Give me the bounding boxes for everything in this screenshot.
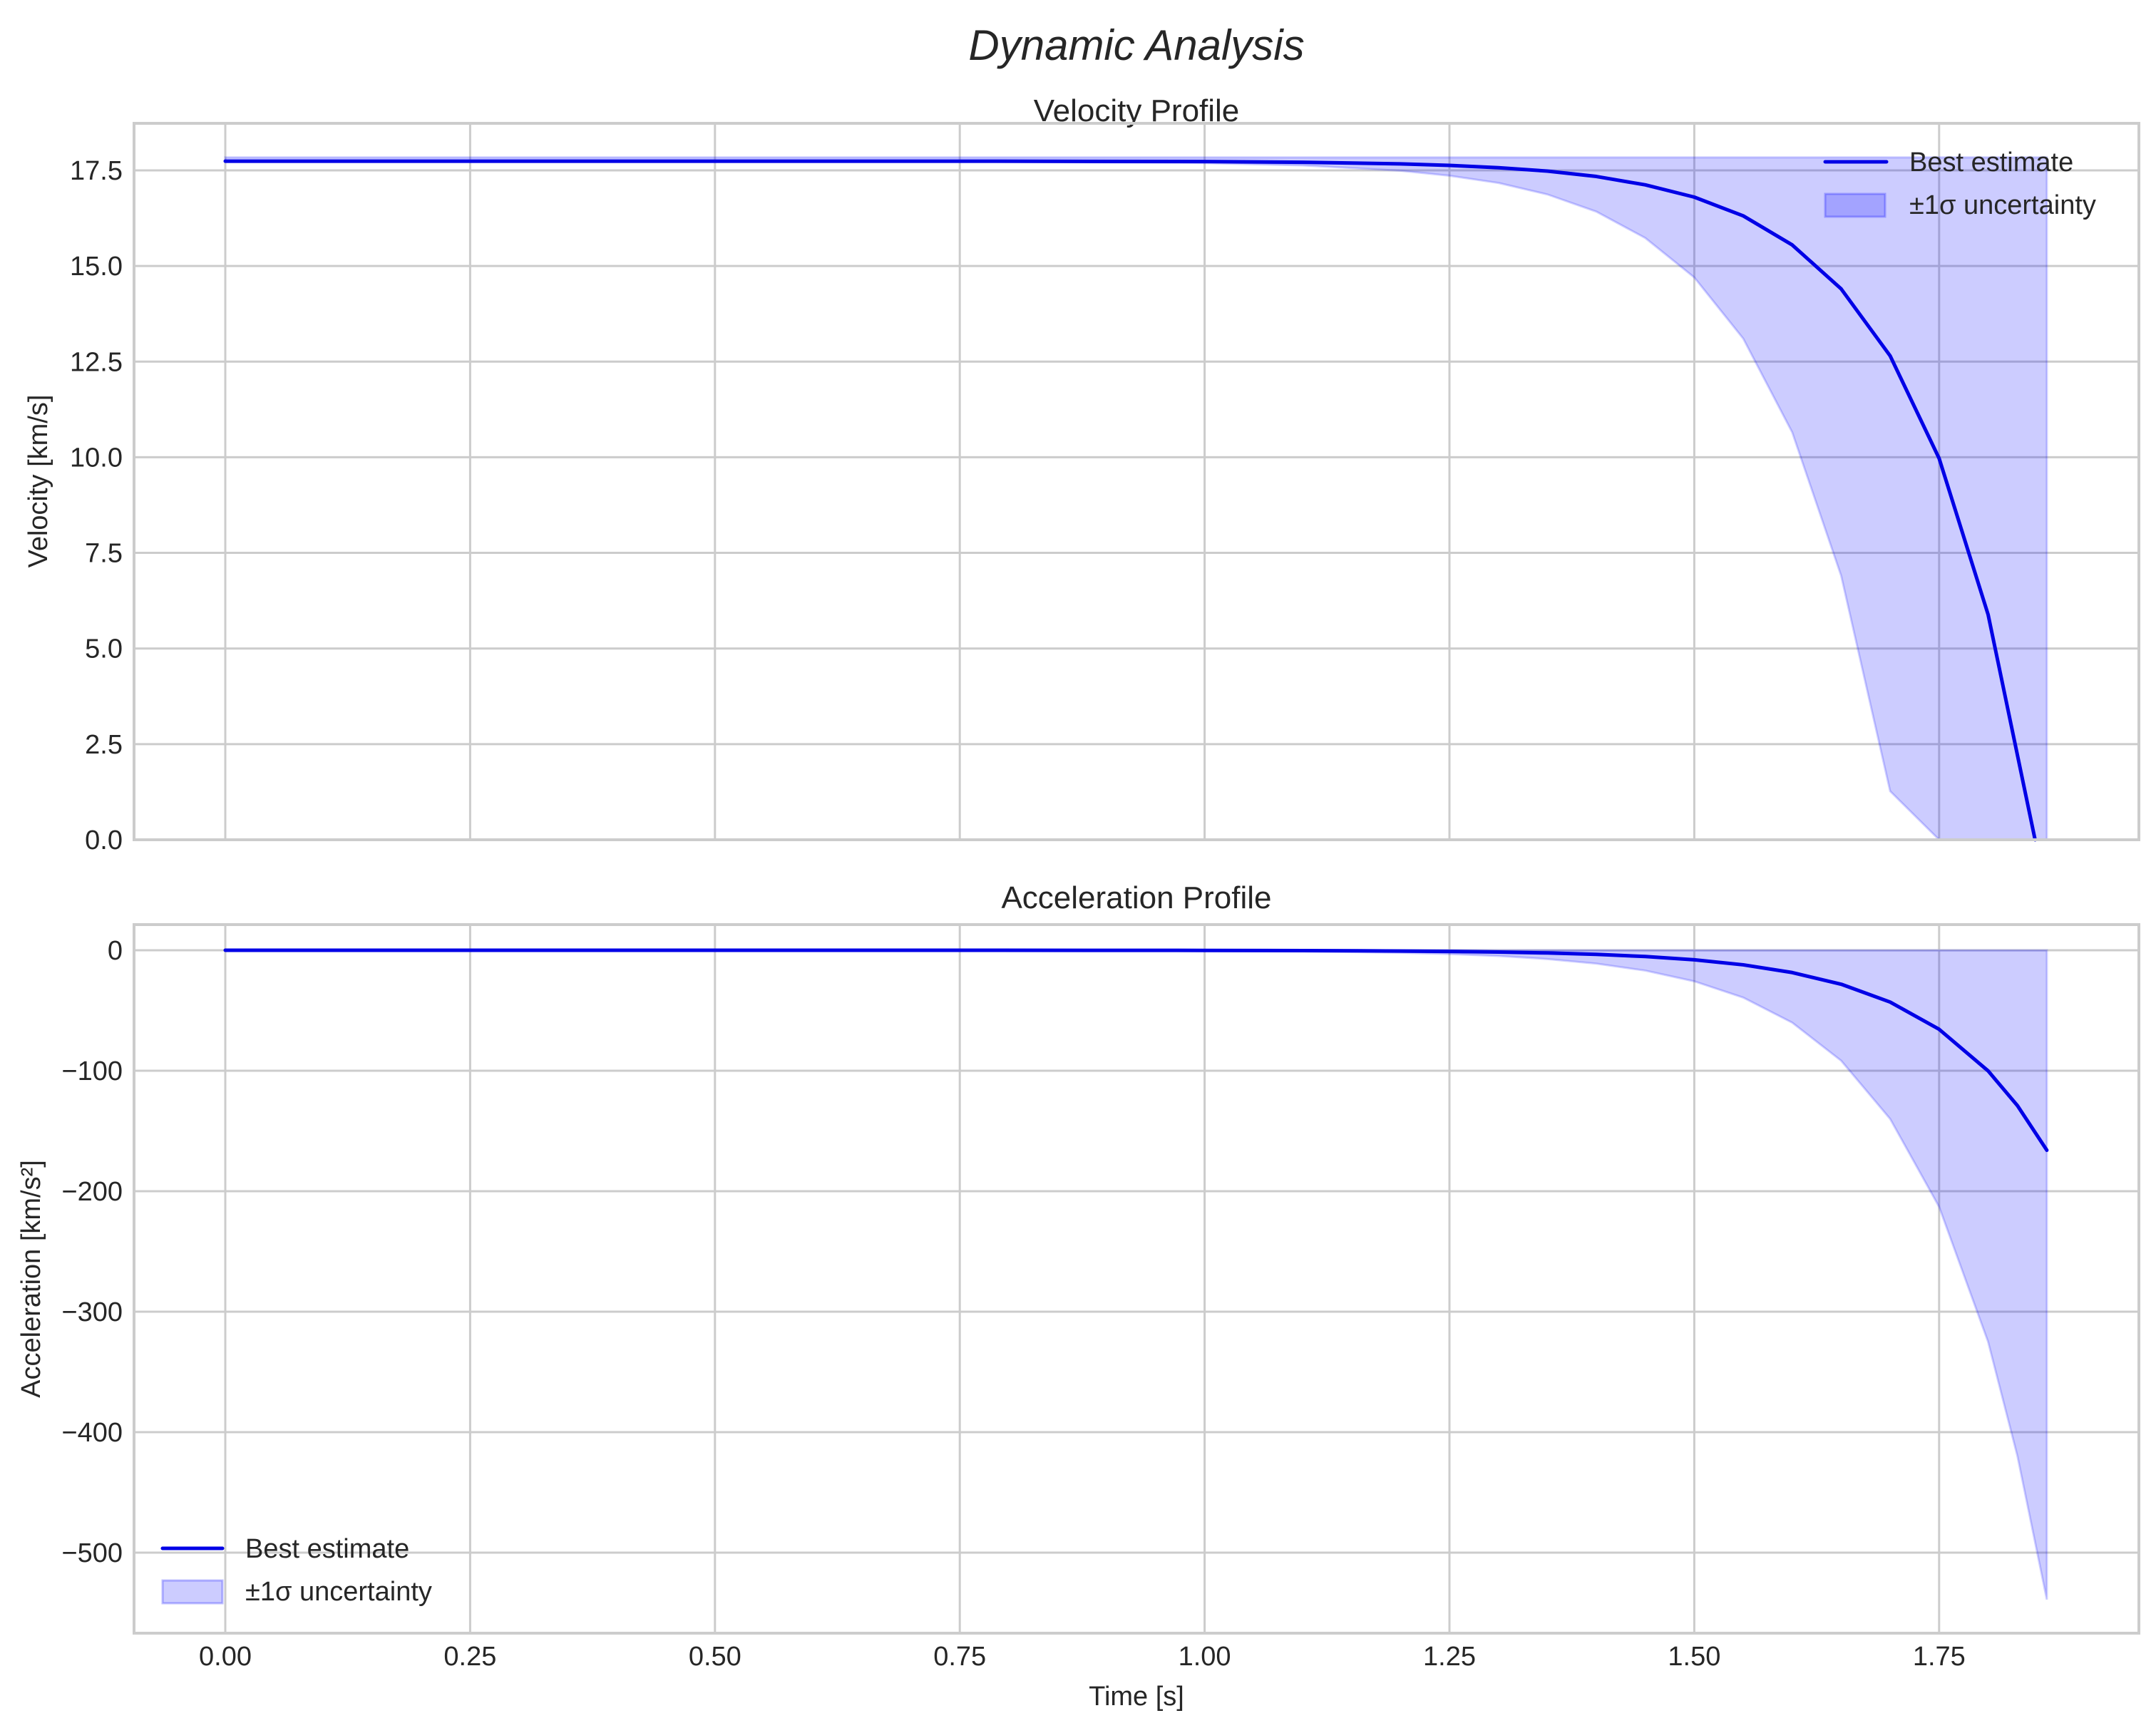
time-xtick-labels: 0.00 0.25 0.50 0.75 1.00 1.25 1.50 1.75 <box>199 1642 1966 1672</box>
acceleration-legend: Best estimate ±1σ uncertainty <box>160 1534 432 1607</box>
legend-fill-swatch-icon <box>161 1579 224 1605</box>
velocity-legend-best-estimate: Best estimate <box>1909 148 2073 178</box>
xtick-label: 1.75 <box>1913 1642 1966 1672</box>
ytick-label: 12.5 <box>70 347 123 377</box>
velocity-best-estimate-line <box>223 159 2037 842</box>
ytick-label: 15.0 <box>70 252 123 282</box>
ytick-label: 2.5 <box>85 730 123 760</box>
xtick-label: 1.50 <box>1668 1642 1720 1672</box>
acceleration-legend-uncertainty: ±1σ uncertainty <box>245 1577 432 1607</box>
xtick-label: 0.50 <box>689 1642 741 1672</box>
xtick-label: 0.00 <box>199 1642 252 1672</box>
acceleration-axes-frame <box>133 923 2140 1635</box>
ytick-label: −100 <box>61 1056 123 1086</box>
velocity-gridlines <box>134 123 2139 841</box>
velocity-legend: Best estimate ±1σ uncertainty <box>1823 148 2096 220</box>
legend-fill-swatch-icon <box>1824 192 1886 218</box>
xtick-label: 0.25 <box>443 1642 496 1672</box>
ytick-label: −300 <box>61 1297 123 1327</box>
velocity-legend-uncertainty: ±1σ uncertainty <box>1909 190 2096 220</box>
ytick-label: 0 <box>108 936 123 966</box>
acceleration-ytick-labels: 0 −100 −200 −300 −400 −500 <box>61 936 123 1568</box>
figure-title: Dynamic Analysis <box>968 21 1304 69</box>
ytick-label: −500 <box>61 1538 123 1568</box>
ytick-label: 7.5 <box>85 539 123 569</box>
acceleration-gridlines <box>134 925 2139 1633</box>
ytick-label: 17.5 <box>70 156 123 186</box>
acceleration-axes: Acceleration Profile 0 −100 −200 −300 −400 −5… <box>16 880 2140 1712</box>
acceleration-data <box>223 948 2049 1600</box>
time-xlabel: Time [s] <box>1089 1682 1184 1712</box>
ytick-label: −200 <box>61 1177 123 1207</box>
acceleration-ylabel: Acceleration [km/s²] <box>16 1160 46 1398</box>
velocity-ylabel: Velocity [km/s] <box>24 395 53 568</box>
velocity-axes-frame <box>133 122 2140 841</box>
xtick-label: 1.25 <box>1423 1642 1476 1672</box>
ytick-label: 0.0 <box>85 826 123 855</box>
acceleration-best-estimate-line <box>223 948 2049 1153</box>
acceleration-axes-title: Acceleration Profile <box>1001 880 1271 915</box>
xtick-label: 0.75 <box>933 1642 986 1672</box>
acceleration-legend-best-estimate: Best estimate <box>245 1534 409 1564</box>
ytick-label: 5.0 <box>85 634 123 664</box>
xtick-label: 1.00 <box>1179 1642 1231 1672</box>
velocity-ytick-labels: 0.0 2.5 5.0 7.5 10.0 12.5 15.0 17.5 <box>70 156 123 855</box>
velocity-axes: Velocity Profile 0.02.55.07.510.012.515.… <box>24 93 2140 855</box>
ytick-label: 10.0 <box>70 443 123 473</box>
ytick-label: −400 <box>61 1418 123 1448</box>
